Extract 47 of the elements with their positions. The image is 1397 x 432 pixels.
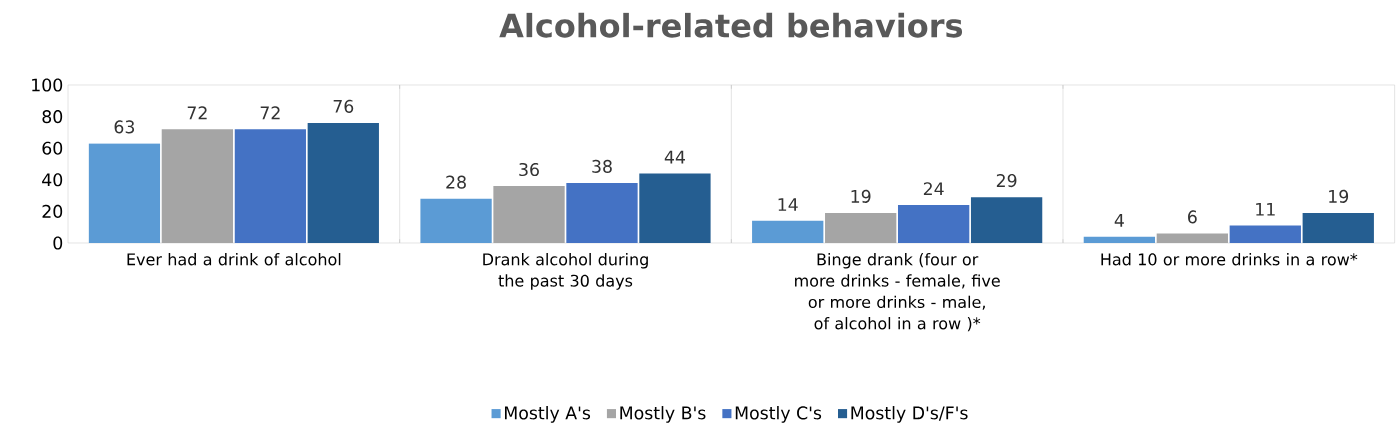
bar [752, 220, 824, 243]
data-label: 72 [260, 106, 280, 120]
data-label: 28 [446, 175, 466, 189]
x-tick-label: Ever had a drink of alcohol [127, 253, 341, 266]
data-label: 29 [996, 174, 1017, 188]
y-tick-label: 20 [42, 204, 63, 218]
bar [639, 173, 711, 243]
data-label: 24 [923, 182, 944, 196]
y-tick-label: 40 [42, 173, 63, 187]
data-label: 19 [851, 189, 871, 203]
data-label: 72 [187, 106, 207, 120]
data-label: 4 [1114, 214, 1124, 227]
bar [88, 143, 161, 243]
data-label: 6 [1188, 210, 1197, 224]
bar [1229, 225, 1301, 243]
data-label: 19 [1329, 189, 1349, 203]
bar [897, 205, 970, 243]
data-label: 14 [778, 198, 798, 211]
y-tick-label: 0 [53, 236, 63, 250]
x-tick-label: Had 10 or more drinks in a row* [1101, 253, 1358, 266]
bar [420, 198, 492, 243]
data-label: 44 [664, 150, 686, 164]
bar [307, 122, 379, 243]
bar [493, 186, 565, 243]
bar [161, 129, 234, 243]
legend-label: Mostly C's [735, 406, 822, 423]
bar [234, 129, 306, 243]
legend-label: Mostly A's [504, 406, 591, 423]
data-label: 11 [1256, 202, 1275, 216]
bar [1156, 233, 1228, 243]
bar [970, 197, 1043, 243]
data-label: 63 [114, 120, 135, 134]
legend-label: Mostly D's/F's [851, 406, 968, 423]
chart-title: Alcohol-related behaviors [499, 12, 963, 38]
data-label: 36 [519, 162, 539, 177]
x-tick-label: Drank alcohol during the past 30 days [483, 253, 648, 290]
bar [825, 212, 897, 243]
y-tick-label: 100 [32, 78, 63, 92]
bar [1083, 236, 1156, 243]
data-label: 38 [592, 159, 612, 173]
bar [1302, 212, 1374, 243]
bar [566, 182, 638, 243]
legend-label: Mostly B's [620, 406, 706, 423]
x-tick-label: Binge drank (four or more drinks - female, five or more drinks - male, of alcohol in a row )* [795, 253, 1000, 332]
y-tick-label: 80 [42, 110, 63, 124]
data-label: 76 [333, 99, 354, 113]
y-tick-label: 60 [42, 141, 63, 155]
